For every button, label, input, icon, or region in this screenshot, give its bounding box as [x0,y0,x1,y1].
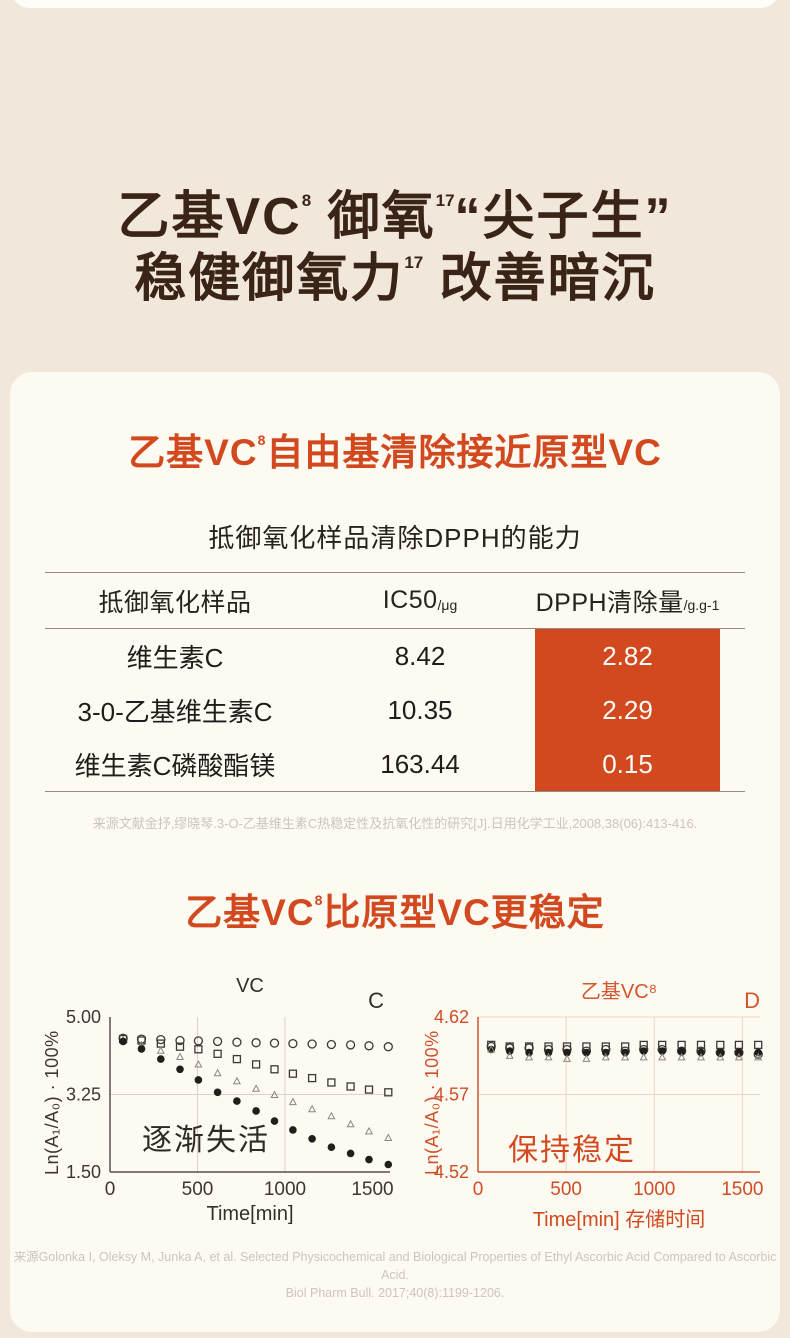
annotation-deactivating: 逐渐失活 [142,1124,270,1157]
headline-line-1: 乙基VC8 御氧17“尖子生” [117,188,673,246]
svg-text:1.50: 1.50 [66,1162,101,1182]
ic50-value: 163.44 [380,748,460,779]
dpph-value-highlight: 2.82 [535,629,720,683]
svg-text:4.62: 4.62 [434,1007,469,1027]
svg-text:1500: 1500 [721,1179,763,1200]
svg-text:5.00: 5.00 [66,1007,101,1027]
section-title-stability: 乙基VC8比原型VC更稳定 [185,892,605,933]
vc-stability-chart: VC C Ln(A₁/A₀) · 100% 5.00 3.25 1.50 0 500 10… [40,975,400,1245]
svg-text:4.57: 4.57 [434,1085,469,1105]
svg-text:500: 500 [550,1179,582,1200]
dpph-table: 抵御氧化样品 IC50/μg DPPH清除量/g.g-1 维生素C 8.42 2… [45,572,745,792]
sample-name: 3-0-乙基维生素C [77,696,273,727]
chart-title-ethyl-vc: 乙基VC⁸ [580,981,658,1003]
table-source-citation: 来源文献金抒,缪晓琴.3-O-乙基维生素C热稳定性及抗氧化性的研究[J].日用化… [92,816,698,831]
chart-source-citation: 来源Golonka I, Oleksy M, Junka A, et al. S… [10,1248,780,1302]
column-header-sample: 抵御氧化样品 [98,588,252,617]
vc-chart-plot: 5.00 3.25 1.500 500 1000 1500 [66,1007,394,1200]
dpph-value-highlight: 0.15 [535,737,720,791]
sample-name: 维生素C磷酸酯镁 [74,750,276,781]
x-axis-label: Time[min] 存储时间 [532,1209,706,1231]
table-row: 3-0-乙基维生素C 10.35 2.29 [45,683,745,737]
annotation-stable: 保持稳定 [508,1134,636,1167]
svg-text:0: 0 [105,1179,116,1200]
page-title: 乙基VC8 御氧17“尖子生” 稳健御氧力17 改善暗沉 [0,186,790,311]
section-title-dpph: 乙基VC8自由基清除接近原型VC [128,432,662,473]
column-header-dpph: DPPH清除量/g.g-1 [535,588,720,617]
svg-text:1000: 1000 [633,1179,675,1200]
citation-line-2: Biol Pharm Bull. 2017;40(8):1199-1206. [285,1286,505,1301]
panel-label-c: C [368,988,384,1013]
headline-line-2: 稳健御氧力17 改善暗沉 [134,250,656,309]
svg-text:500: 500 [182,1179,214,1200]
column-header-ic50: IC50/μg [382,586,458,614]
svg-text:0: 0 [473,1179,484,1200]
sample-name: 维生素C [126,642,224,673]
ethyl-vc-stability-chart: 乙基VC⁸ D Ln(A₁/A₀) · 100% 4.62 4.57 4.52 0 50… [420,975,780,1245]
chart-title-vc: VC [236,975,264,997]
dpph-value-highlight: 2.29 [535,683,720,737]
svg-text:4.52: 4.52 [434,1162,469,1182]
ic50-value: 10.35 [387,694,453,725]
charts-row: VC C Ln(A₁/A₀) · 100% 5.00 3.25 1.50 0 500 10… [10,975,780,1245]
svg-text:3.25: 3.25 [66,1085,101,1105]
table-row: 维生素C磷酸酯镁 163.44 0.15 [45,737,745,791]
ethyl-vc-chart-plot: 4.62 4.57 4.520 500 1000 1500 [434,1007,764,1200]
content-card: 乙基VC8自由基清除接近原型VC 抵御氧化样品清除DPPH的能力 抵御氧化样品 … [10,372,780,1332]
ic50-value: 8.42 [394,640,446,671]
svg-text:1000: 1000 [264,1179,306,1200]
table-row: 维生素C 8.42 2.82 [45,629,745,683]
previous-card-edge [10,0,780,8]
x-axis-label: Time[min] [206,1203,294,1225]
citation-line-1: 来源Golonka I, Oleksy M, Junka A, et al. S… [13,1250,777,1283]
table-title: 抵御氧化样品清除DPPH的能力 [208,523,582,553]
panel-label-d: D [744,988,760,1013]
table-header-row: 抵御氧化样品 IC50/μg DPPH清除量/g.g-1 [45,573,745,629]
svg-text:1500: 1500 [351,1179,393,1200]
